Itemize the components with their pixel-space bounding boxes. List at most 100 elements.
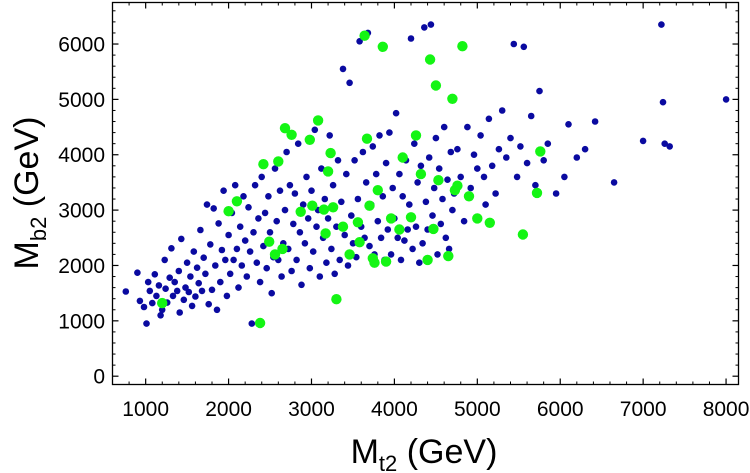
blue-point	[396, 170, 403, 178]
blue-point	[503, 154, 510, 161]
x-tick-label: 7000	[620, 398, 667, 421]
blue-point	[134, 269, 141, 277]
blue-point	[434, 251, 441, 258]
plot-frame	[111, 1, 740, 386]
blue-point	[334, 157, 342, 164]
blue-point	[517, 143, 524, 150]
blue-point	[313, 223, 320, 230]
blue-point	[278, 273, 285, 280]
green-point	[269, 249, 281, 260]
blue-point	[386, 129, 393, 136]
green-point	[327, 202, 339, 213]
blue-point	[328, 245, 335, 253]
blue-point	[290, 220, 297, 228]
blue-point	[513, 173, 521, 181]
blue-point	[338, 198, 345, 206]
blue-point	[369, 143, 377, 150]
blue-point	[573, 154, 581, 161]
green-point	[472, 213, 483, 224]
blue-point	[376, 132, 383, 139]
blue-point	[207, 241, 214, 248]
blue-point	[236, 223, 244, 230]
blue-point	[226, 270, 234, 278]
green-point	[344, 249, 355, 260]
blue-point	[218, 246, 226, 254]
green-point	[517, 229, 529, 240]
blue-point	[238, 262, 246, 269]
blue-point	[283, 148, 290, 156]
blue-point	[309, 248, 317, 255]
green-point	[415, 168, 427, 180]
blue-point	[192, 293, 199, 300]
data-points	[122, 21, 730, 329]
blue-point	[299, 201, 307, 208]
blue-point	[581, 145, 589, 153]
green-point	[359, 30, 370, 41]
blue-point	[303, 173, 310, 181]
blue-point	[255, 215, 262, 222]
green-point	[320, 228, 331, 239]
blue-point	[288, 267, 295, 275]
blue-point	[122, 288, 130, 295]
blue-point	[439, 195, 446, 203]
green-point	[295, 206, 306, 217]
blue-point	[311, 126, 319, 134]
green-point	[452, 180, 463, 191]
x-tick-label: 4000	[371, 398, 418, 421]
blue-point	[157, 312, 164, 319]
blue-point	[658, 21, 665, 28]
blue-point	[343, 170, 350, 178]
green-point	[318, 204, 330, 215]
blue-point	[348, 212, 355, 219]
green-point	[354, 237, 365, 248]
blue-point	[344, 262, 352, 269]
blue-point	[377, 234, 385, 242]
blue-point	[435, 165, 443, 172]
blue-point	[666, 143, 673, 150]
blue-point	[561, 173, 568, 181]
blue-point	[409, 245, 416, 253]
blue-point	[316, 273, 324, 280]
blue-point	[498, 107, 506, 114]
blue-point	[151, 271, 159, 278]
green-point	[325, 147, 336, 159]
blue-point	[359, 148, 367, 156]
blue-point	[202, 270, 209, 278]
y-tick-label: 4000	[58, 144, 105, 167]
blue-point	[212, 262, 219, 269]
blue-point	[480, 173, 488, 181]
green-point	[410, 130, 422, 141]
blue-point	[256, 278, 264, 286]
blue-point	[417, 162, 425, 170]
green-point	[397, 152, 408, 163]
x-tick-label: 1000	[122, 398, 169, 421]
green-point	[369, 257, 380, 268]
y-axis-title: Mb2 (GeV)	[8, 117, 51, 270]
blue-point	[507, 134, 514, 142]
blue-point	[143, 320, 150, 327]
blue-point	[336, 256, 344, 264]
green-point	[264, 236, 275, 247]
blue-point	[190, 248, 198, 255]
blue-point	[258, 173, 266, 181]
blue-point	[532, 181, 539, 189]
green-point	[364, 200, 375, 211]
blue-point	[477, 132, 484, 139]
blue-point	[169, 292, 177, 300]
green-point	[286, 129, 297, 140]
blue-point	[246, 248, 254, 255]
blue-point	[440, 123, 448, 131]
blue-point	[445, 245, 453, 253]
blue-point	[510, 40, 518, 48]
blue-point	[333, 223, 340, 230]
blue-point	[296, 229, 304, 236]
green-point	[352, 217, 364, 228]
blue-point	[306, 264, 314, 272]
blue-point	[268, 289, 276, 297]
blue-point	[293, 256, 300, 264]
blue-point	[222, 256, 229, 264]
blue-point	[231, 181, 239, 189]
blue-point	[251, 181, 259, 189]
blue-point	[233, 245, 241, 253]
blue-point	[273, 217, 281, 225]
